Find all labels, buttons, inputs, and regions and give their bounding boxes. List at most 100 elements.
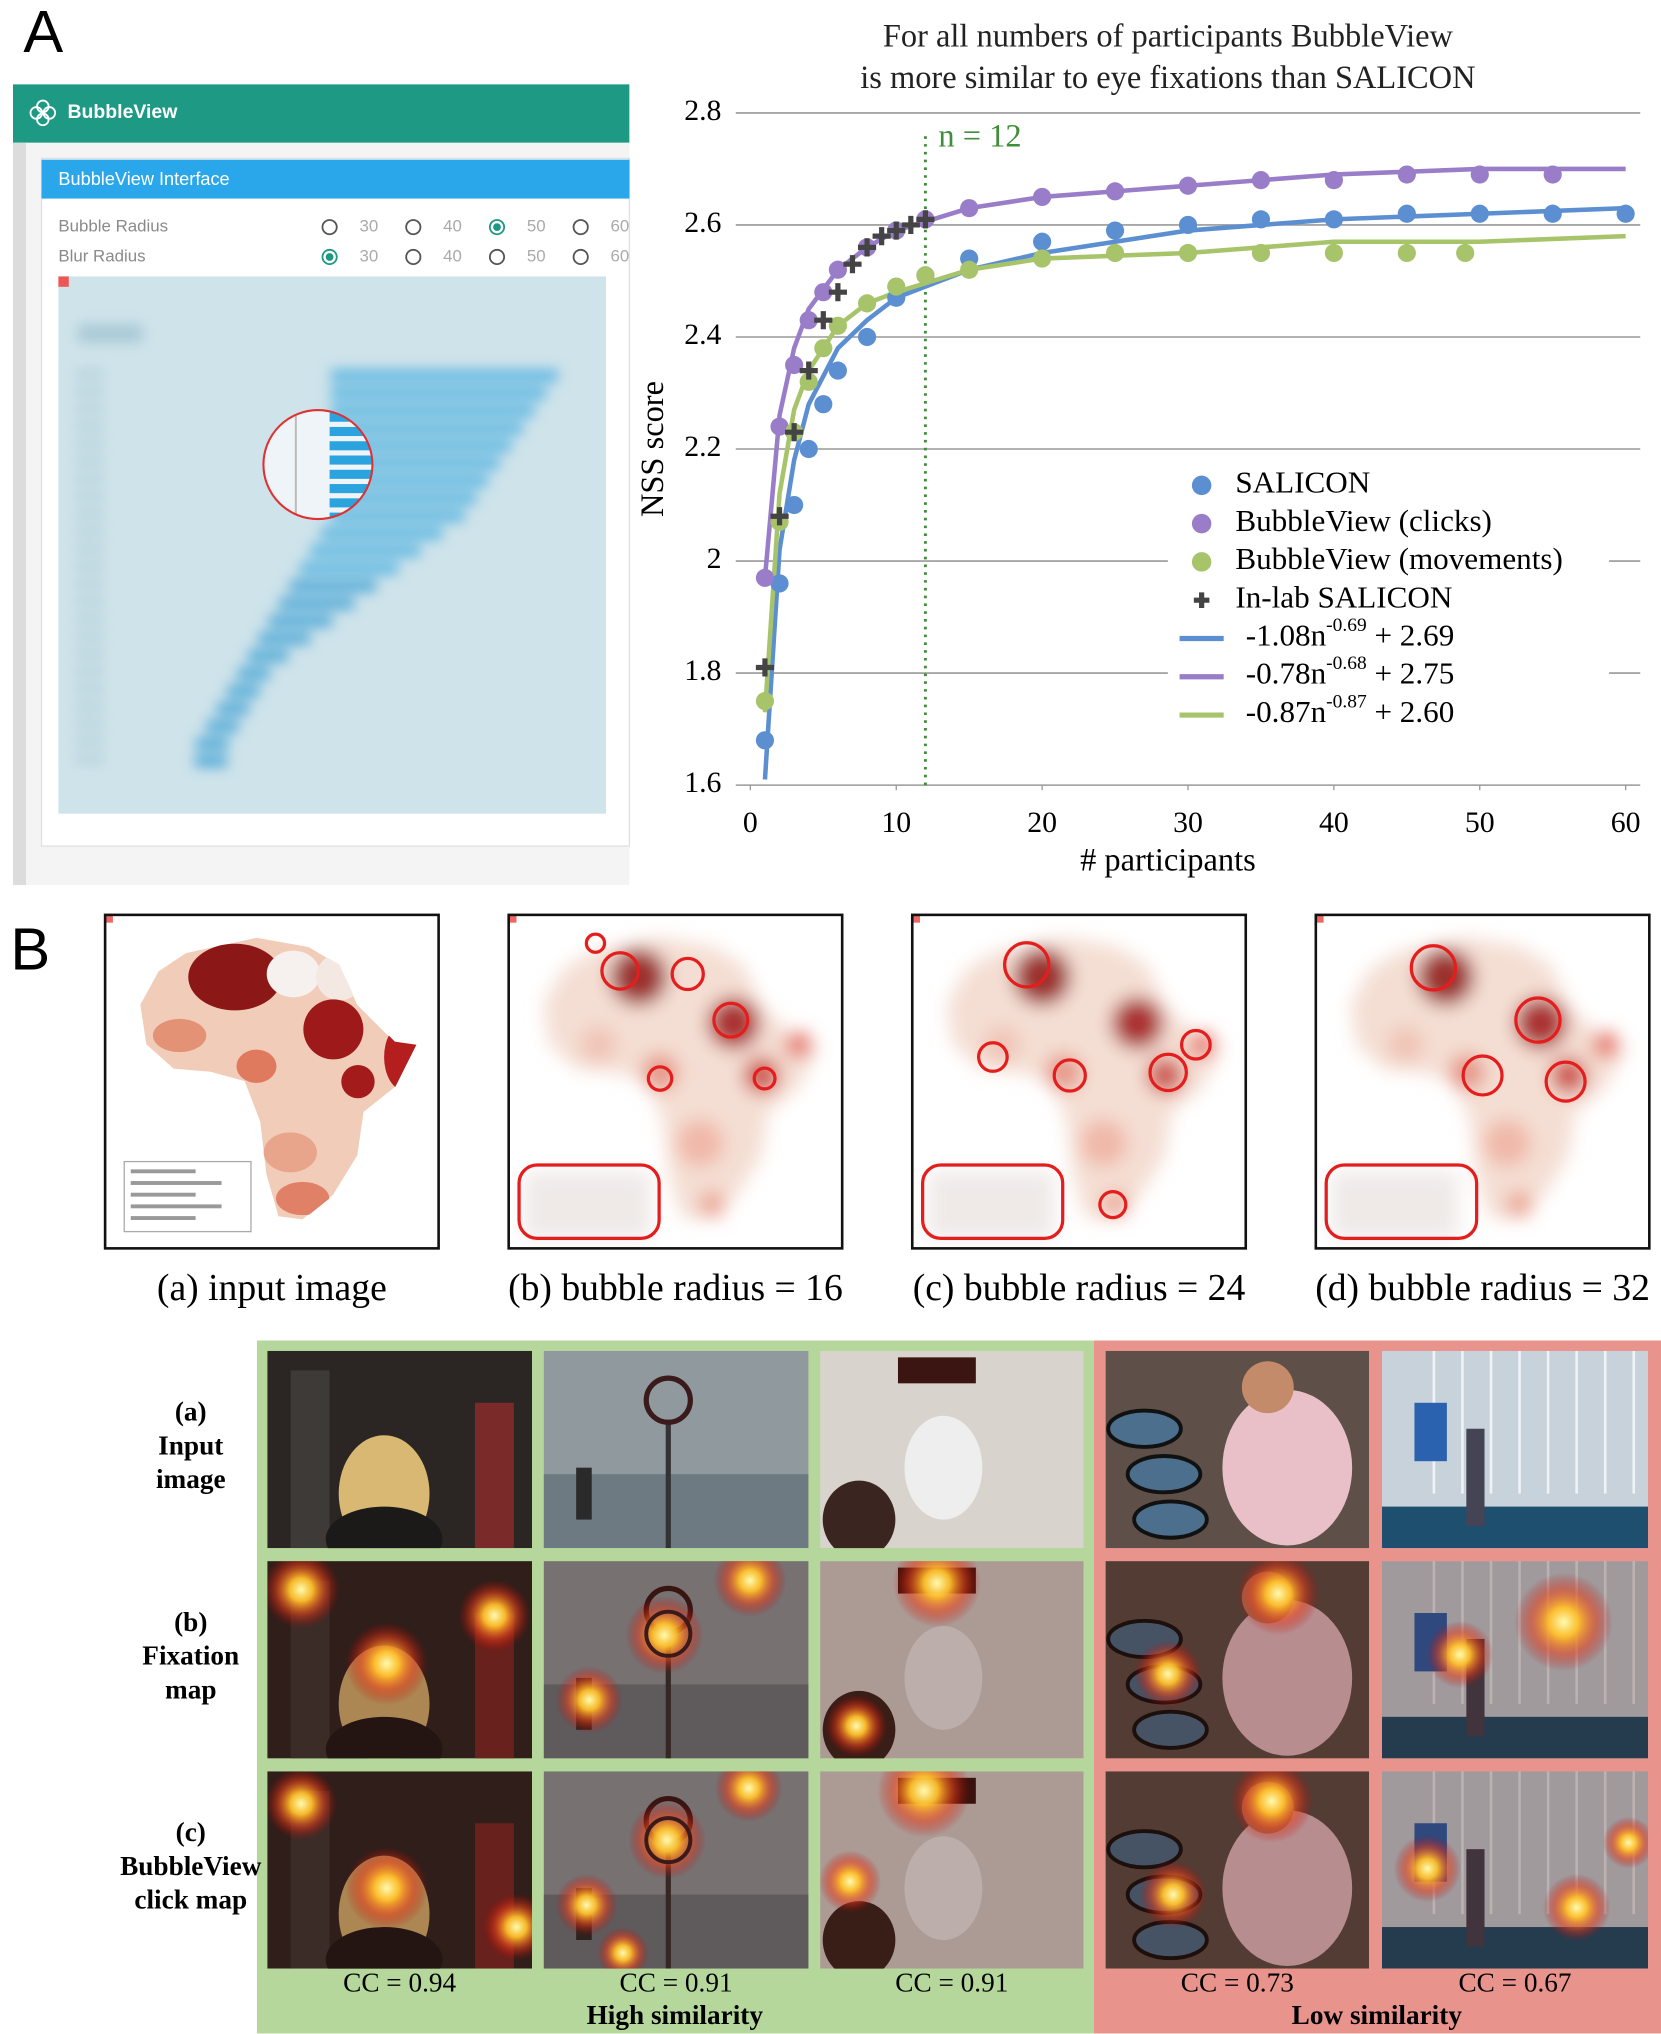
dot-marker xyxy=(1397,243,1416,263)
map-frame xyxy=(507,913,844,1250)
cc-label: CC = 0.73 xyxy=(1181,1968,1294,1998)
dot-marker xyxy=(785,495,804,515)
y-tick-label: 1.8 xyxy=(684,654,721,687)
dot-marker xyxy=(799,311,818,330)
plus-marker xyxy=(814,311,833,330)
dot-marker xyxy=(814,339,833,358)
country xyxy=(266,950,321,998)
dot-marker xyxy=(828,260,847,279)
heat-blob xyxy=(1387,1026,1424,1063)
dot-marker xyxy=(1033,249,1052,268)
legend-blur xyxy=(1331,1171,1459,1239)
dot-marker xyxy=(1178,243,1198,263)
bubble-bar xyxy=(329,498,373,508)
map-corner xyxy=(105,914,113,923)
radio-label: 30 xyxy=(359,217,378,236)
blur-bar xyxy=(330,474,488,487)
saliency-blob xyxy=(555,1666,623,1734)
legend-exponent: -0.69 xyxy=(1326,615,1367,636)
map-caption: (b) bubble radius = 16 xyxy=(508,1267,843,1309)
person xyxy=(325,1927,443,1969)
drum xyxy=(1132,1709,1209,1750)
saliency-blob xyxy=(1393,1834,1462,1903)
legend-label: SALICON xyxy=(1235,464,1370,499)
countries xyxy=(152,943,417,1216)
blur-row-label xyxy=(75,755,104,764)
x-tick-label: 20 xyxy=(1027,806,1057,839)
photo xyxy=(1382,1771,1649,1969)
legend-label: BubbleView (clicks) xyxy=(1235,503,1492,538)
radio-button[interactable] xyxy=(572,219,589,236)
photo xyxy=(543,1561,809,1759)
dot-marker xyxy=(755,731,775,750)
dot-marker xyxy=(1178,176,1198,195)
drum xyxy=(1125,1454,1203,1495)
row-label: (c) xyxy=(176,1817,206,1847)
panel-label: B xyxy=(10,916,50,983)
y-tick-label: 2.6 xyxy=(684,206,721,239)
setting-name: Bubble Radius xyxy=(58,217,168,236)
legend-bg xyxy=(1167,464,1610,735)
dot-marker xyxy=(1543,165,1562,184)
radio-button[interactable] xyxy=(488,248,506,266)
radio-button[interactable] xyxy=(572,248,589,266)
bubble-outline xyxy=(670,956,705,992)
radio-label: 60 xyxy=(611,217,630,236)
person xyxy=(904,1625,983,1730)
person xyxy=(822,1901,896,1969)
saliency-blob xyxy=(820,1850,882,1913)
blur-row-label xyxy=(75,615,104,623)
group-label: High similarity xyxy=(587,2000,764,2030)
map-image xyxy=(508,914,843,1249)
dot-marker xyxy=(1105,182,1125,201)
saliency-blob xyxy=(1139,1860,1207,1929)
dot-marker xyxy=(1397,204,1416,223)
person xyxy=(325,1716,443,1759)
saliency-blob xyxy=(1134,1640,1202,1708)
x-axis-label: # participants xyxy=(1080,842,1256,878)
saliency-blob xyxy=(555,1873,618,1937)
blur-row-label xyxy=(75,510,104,518)
drum xyxy=(1106,1408,1183,1449)
blur-bar xyxy=(330,510,465,522)
heat-blob xyxy=(1080,1119,1127,1167)
radio-label: 30 xyxy=(359,246,378,265)
map-frame xyxy=(103,913,440,1250)
legend-blur xyxy=(927,1171,1055,1239)
card-header xyxy=(41,159,630,199)
bubble-outline xyxy=(600,951,640,991)
legend-base: -0.87n xyxy=(1246,694,1327,729)
map-image xyxy=(912,914,1246,1249)
heat-blob xyxy=(1592,1031,1619,1058)
legend-dot xyxy=(1191,513,1212,534)
legend-blur xyxy=(524,1171,651,1239)
person xyxy=(822,1480,896,1549)
app-title: BubbleView xyxy=(67,101,178,123)
radio-button[interactable] xyxy=(405,219,422,236)
dot-marker xyxy=(814,395,833,414)
radio-button[interactable] xyxy=(321,219,338,236)
bubble-outline xyxy=(1098,1190,1128,1220)
blur-row-label xyxy=(75,492,104,501)
ring-outline xyxy=(644,1609,693,1658)
blur-row-label xyxy=(75,369,104,378)
country xyxy=(303,999,364,1060)
dot-marker xyxy=(1397,165,1416,184)
blur-row-label xyxy=(75,597,104,606)
map-legend-text xyxy=(130,1204,222,1209)
bubble-outline xyxy=(1544,1060,1587,1103)
photo xyxy=(543,1350,809,1549)
photo xyxy=(820,1561,1084,1759)
radio-button[interactable] xyxy=(405,248,422,266)
blur-row-label xyxy=(75,474,104,483)
blur-row-label xyxy=(75,580,104,588)
map-corner xyxy=(508,914,517,923)
plus-marker xyxy=(770,507,789,526)
bubble-outline xyxy=(1461,1054,1504,1097)
photo xyxy=(1105,1771,1370,1969)
legend-outline xyxy=(1324,1163,1479,1240)
photo xyxy=(1382,1350,1649,1549)
bubble-outline xyxy=(752,1066,777,1091)
blur-row-label xyxy=(75,457,104,466)
